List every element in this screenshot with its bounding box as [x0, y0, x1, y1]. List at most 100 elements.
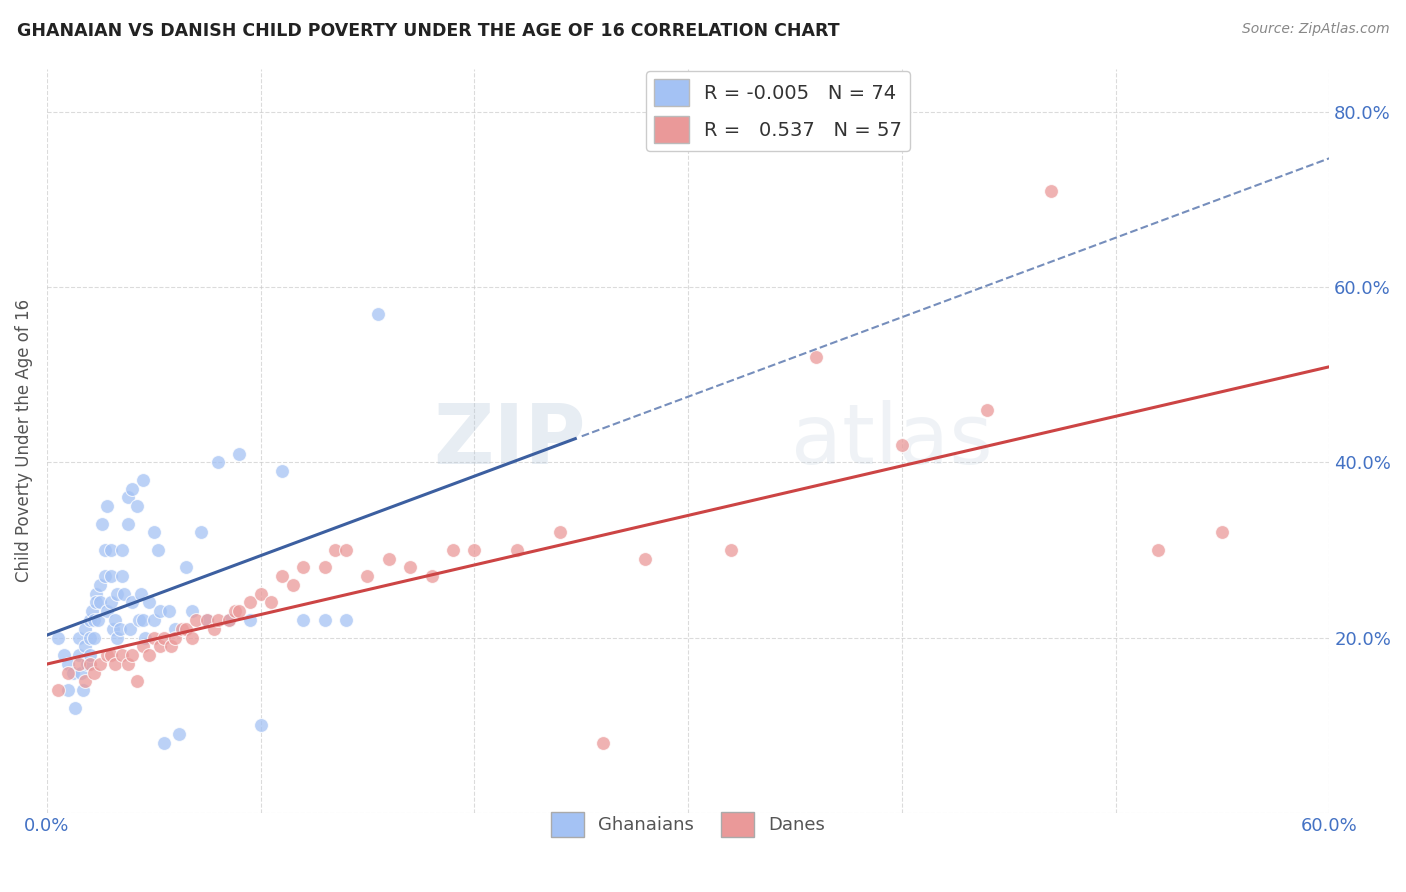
Point — [420, 569, 443, 583]
Text: Source: ZipAtlas.com: Source: ZipAtlas.com — [1241, 22, 1389, 37]
Point — [53, 648, 76, 662]
Point — [58, 683, 80, 698]
Point — [207, 613, 229, 627]
Point — [292, 613, 315, 627]
Point — [121, 482, 143, 496]
Point — [132, 640, 155, 654]
Point — [72, 683, 94, 698]
Point — [218, 613, 240, 627]
Point — [181, 631, 204, 645]
Point — [202, 622, 225, 636]
Point — [67, 631, 90, 645]
Point — [170, 622, 193, 636]
Point — [271, 464, 294, 478]
Point — [83, 613, 105, 627]
Point — [62, 665, 84, 680]
Point — [83, 665, 105, 680]
Point — [107, 587, 129, 601]
Point — [111, 569, 134, 583]
Point — [100, 648, 122, 662]
Point — [441, 543, 464, 558]
Point — [138, 648, 160, 662]
Point — [157, 604, 180, 618]
Point — [134, 631, 156, 645]
Point — [100, 595, 122, 609]
Point — [378, 551, 401, 566]
Point — [169, 727, 191, 741]
Point — [129, 587, 152, 601]
Point — [84, 587, 107, 601]
Point — [239, 595, 262, 609]
Point — [292, 560, 315, 574]
Point — [70, 665, 93, 680]
Point — [1147, 543, 1170, 558]
Point — [125, 499, 148, 513]
Point — [181, 604, 204, 618]
Point — [890, 438, 912, 452]
Point — [79, 613, 101, 627]
Point — [96, 604, 118, 618]
Point — [806, 351, 828, 365]
Point — [260, 595, 283, 609]
Point — [142, 525, 165, 540]
Point — [1040, 184, 1063, 198]
Y-axis label: Child Poverty Under the Age of 16: Child Poverty Under the Age of 16 — [15, 299, 32, 582]
Point — [335, 613, 357, 627]
Point — [367, 307, 389, 321]
Point — [149, 604, 172, 618]
Point — [142, 631, 165, 645]
Point — [356, 569, 378, 583]
Point — [79, 657, 101, 671]
Point — [174, 560, 197, 574]
Point — [76, 657, 98, 671]
Point — [325, 543, 347, 558]
Point — [1211, 525, 1233, 540]
Point — [87, 613, 110, 627]
Point — [83, 631, 105, 645]
Point — [67, 648, 90, 662]
Point — [100, 543, 122, 558]
Point — [249, 718, 271, 732]
Point — [399, 560, 422, 574]
Point — [120, 622, 142, 636]
Point — [121, 648, 143, 662]
Point — [153, 735, 176, 749]
Point — [592, 735, 614, 749]
Point — [207, 455, 229, 469]
Point — [111, 543, 134, 558]
Legend: Ghanaians, Danes: Ghanaians, Danes — [544, 805, 832, 845]
Point — [125, 674, 148, 689]
Point — [117, 657, 139, 671]
Point — [165, 622, 187, 636]
Point — [104, 657, 127, 671]
Point — [228, 604, 250, 618]
Point — [165, 631, 187, 645]
Point — [548, 525, 571, 540]
Point — [138, 595, 160, 609]
Point — [186, 613, 208, 627]
Text: atlas: atlas — [790, 400, 993, 481]
Point — [281, 578, 304, 592]
Point — [79, 648, 101, 662]
Point — [132, 613, 155, 627]
Point — [153, 631, 176, 645]
Point — [174, 622, 197, 636]
Point — [84, 595, 107, 609]
Point — [506, 543, 529, 558]
Point — [195, 613, 218, 627]
Point — [112, 587, 135, 601]
Point — [224, 604, 246, 618]
Point — [249, 587, 271, 601]
Point — [239, 613, 262, 627]
Point — [89, 657, 111, 671]
Point — [335, 543, 357, 558]
Point — [720, 543, 742, 558]
Point — [149, 640, 172, 654]
Point — [93, 543, 115, 558]
Point — [75, 640, 97, 654]
Point — [96, 648, 118, 662]
Point — [142, 613, 165, 627]
Point — [195, 613, 218, 627]
Point — [58, 665, 80, 680]
Point — [58, 657, 80, 671]
